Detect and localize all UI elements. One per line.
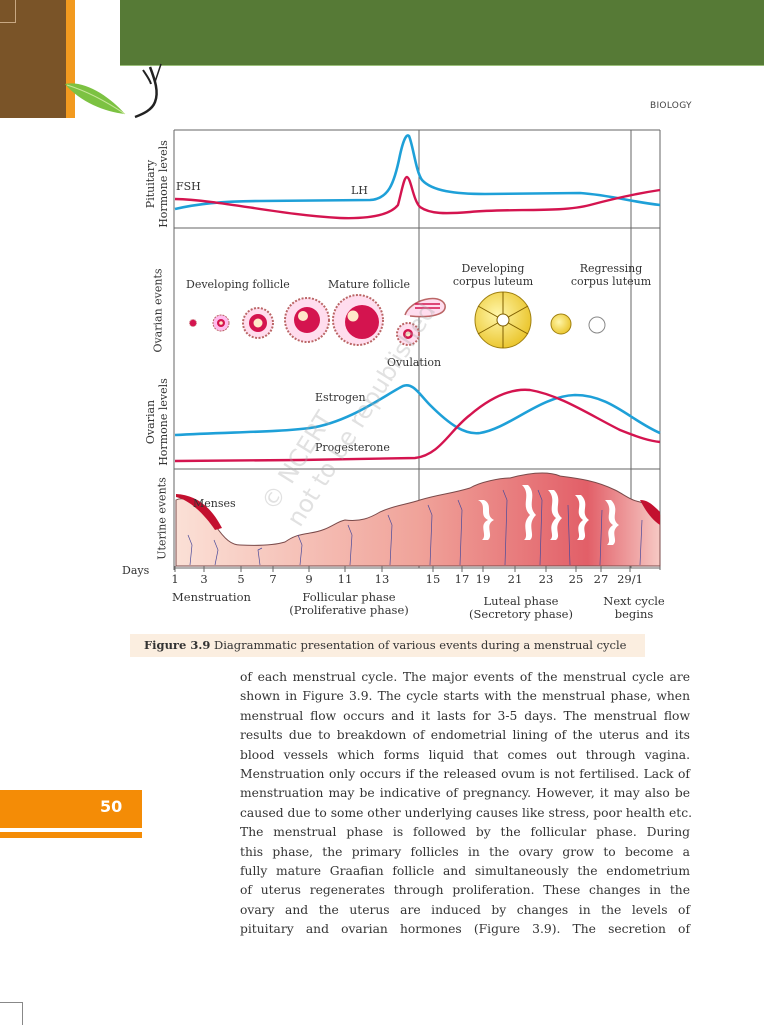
- days-label: Days: [122, 564, 150, 577]
- header-green-band: [120, 0, 764, 66]
- text-line: ovary and the uterus are induced by chan…: [240, 902, 690, 917]
- developing-corpus-luteum-label: Developing corpus luteum: [453, 262, 533, 288]
- progesterone-label: Progesterone: [315, 441, 390, 454]
- label-line: Next cycle: [603, 594, 665, 608]
- crop-mark: [0, 1002, 23, 1025]
- phase-luteal: Luteal phase (Secretory phase): [469, 595, 573, 621]
- day-tick: 17: [454, 572, 470, 586]
- ovulation-label: Ovulation: [387, 356, 442, 369]
- day-tick: 19: [475, 572, 491, 586]
- day-tick: 3: [200, 572, 208, 586]
- row-label-line: Pituitary: [144, 159, 157, 209]
- row-label-line: Hormone levels: [157, 140, 170, 228]
- label-line: (Proliferative phase): [289, 603, 409, 617]
- corpus-luteum: [474, 291, 606, 349]
- figure-number: Figure 3.9: [144, 638, 211, 652]
- day-tick: 21: [507, 572, 523, 586]
- text-line: this phase, the primary follicles in the…: [240, 844, 690, 859]
- menses-label: Menses: [193, 497, 236, 510]
- blood-vessels: [187, 489, 643, 566]
- figure-frame: [173, 129, 661, 570]
- day-tick: 11: [337, 572, 353, 586]
- day-tick: 23: [538, 572, 554, 586]
- estrogen-label: Estrogen: [315, 391, 366, 404]
- text-line: results due to breakdown of endometrial …: [240, 728, 690, 743]
- day-tick: 7: [269, 572, 277, 586]
- row-label-uterine: Uterine events: [155, 477, 169, 560]
- text-line: Menstruation only occurs if the released…: [240, 767, 690, 782]
- progesterone-curve: [174, 388, 661, 463]
- row-label-line: Ovarian: [144, 399, 157, 445]
- regressing-corpus-luteum-label: Regressing corpus luteum: [571, 262, 651, 288]
- subject-header: BIOLOGY: [650, 101, 692, 111]
- text-line: of uterus regenerates through proliferat…: [240, 883, 690, 898]
- leaf-figure-logo-icon: [65, 63, 162, 119]
- text-line: fully mature Graafian follicle and simul…: [240, 864, 690, 879]
- text-line: of each menstrual cycle. The major event…: [240, 670, 690, 684]
- page-number-box: [0, 790, 142, 828]
- text-line: menstrual flow occurs and it lasts for 3…: [240, 708, 690, 723]
- label-line: Developing: [461, 262, 525, 275]
- label-line: corpus luteum: [570, 275, 652, 288]
- row-label-pituitary: Pituitary Hormone levels: [144, 139, 170, 229]
- fsh-curve: [174, 175, 661, 220]
- mature-follicle-label: Mature follicle: [328, 278, 411, 291]
- lh-curve: [174, 134, 661, 211]
- text-line: The menstrual phase is followed by the f…: [240, 825, 690, 840]
- row-label-ovarian-hormones: Ovarian Hormone levels: [144, 377, 170, 467]
- day-tick: 13: [374, 572, 390, 586]
- figure-caption-text: Diagrammatic presentation of various eve…: [213, 638, 627, 652]
- day-tick: 25: [568, 572, 584, 586]
- text-line: pituitary and ovarian hormones (Figure 3…: [240, 922, 690, 937]
- label-line: Regressing: [579, 262, 643, 275]
- page-number: 50: [100, 797, 123, 816]
- menstrual-cycle-figure: [173, 129, 661, 572]
- day-tick: 5: [237, 572, 245, 586]
- label-line: (Secretory phase): [469, 607, 573, 621]
- text-line: menstruation may be indicative of pregna…: [240, 786, 690, 801]
- header-brown-block: [0, 0, 66, 118]
- crop-mark: [0, 0, 16, 23]
- day-tick: 29/1: [617, 572, 643, 586]
- day-tick: 15: [425, 572, 441, 586]
- header-orange-stripe: [66, 0, 75, 118]
- figure-caption: Figure 3.9 Diagrammatic presentation of …: [130, 634, 645, 657]
- label-line: Luteal phase: [483, 594, 559, 608]
- developing-follicle-label: Developing follicle: [186, 278, 290, 291]
- estrogen-curve: [174, 383, 661, 437]
- day-tick: 1: [171, 572, 179, 586]
- page-number-bar: [0, 832, 142, 838]
- label-line: corpus luteum: [452, 275, 534, 288]
- fsh-label: FSH: [176, 180, 201, 193]
- day-tick: 9: [305, 572, 313, 586]
- day-axis-ticks: [174, 566, 631, 572]
- text-line: shown in Figure 3.9. The cycle starts wi…: [240, 689, 690, 704]
- row-label-ovarian-events: Ovarian events: [151, 268, 165, 353]
- row-label-line: Hormone levels: [157, 378, 170, 466]
- text-line: blood vessels which forms liquid that co…: [240, 747, 690, 762]
- developing-follicles: [189, 294, 446, 346]
- phase-follicular: Follicular phase (Proliferative phase): [289, 591, 409, 617]
- endometrial-glands: [478, 485, 619, 545]
- lh-label: LH: [351, 184, 368, 197]
- label-line: Follicular phase: [302, 590, 396, 604]
- phase-menstruation: Menstruation: [172, 590, 251, 604]
- menses-flow: [176, 494, 222, 530]
- body-paragraph: of each menstrual cycle. The major event…: [240, 668, 693, 940]
- label-line: begins: [614, 607, 654, 621]
- text-line: caused due to some other underlying caus…: [240, 805, 693, 820]
- endometrium: [175, 472, 661, 567]
- day-tick: 27: [593, 572, 609, 586]
- phase-next-cycle: Next cycle begins: [603, 595, 665, 621]
